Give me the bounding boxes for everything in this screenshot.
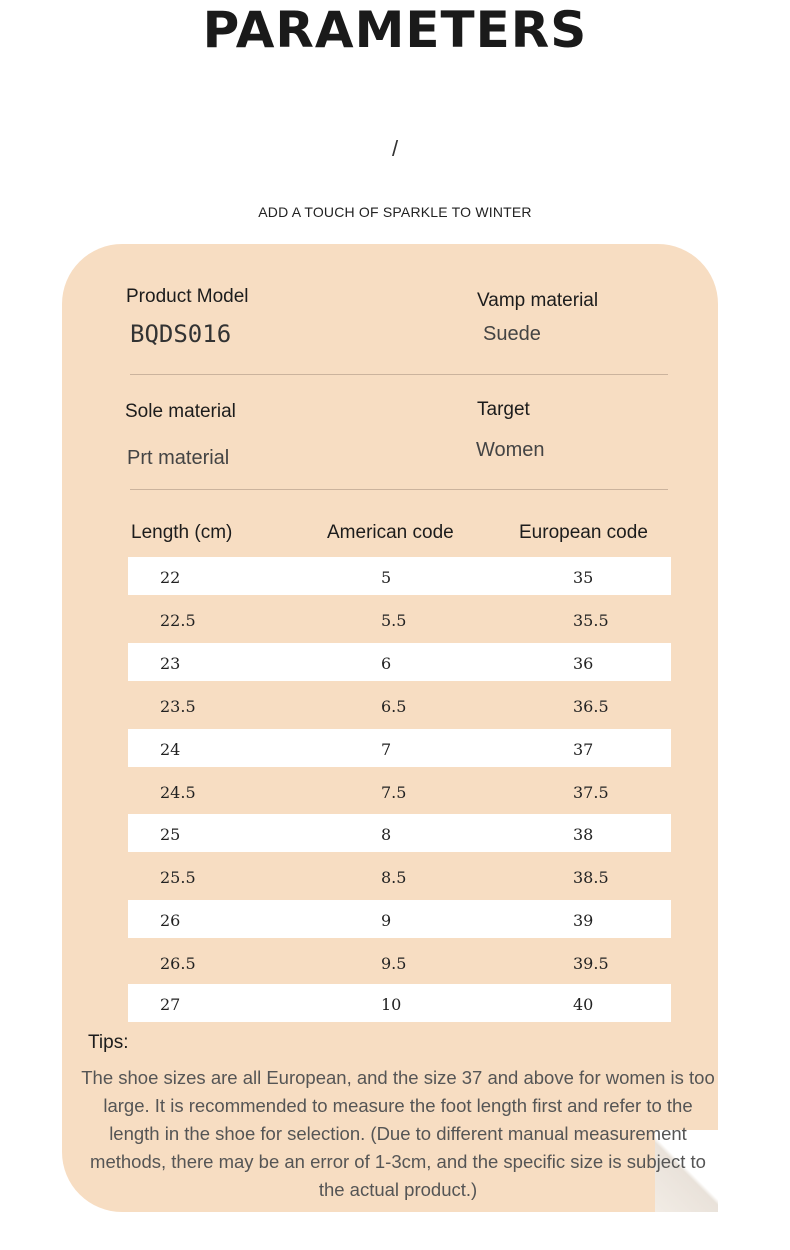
table-row: 26 9 39 bbox=[128, 900, 671, 938]
european-code-cell: 39.5 bbox=[573, 954, 609, 973]
american-code-cell: 10 bbox=[381, 995, 402, 1014]
vamp-material-value: Suede bbox=[483, 323, 541, 345]
length-cell: 26 bbox=[160, 911, 181, 930]
column-header-length: Length (cm) bbox=[131, 522, 233, 543]
table-row: 25.5 8.5 38.5 bbox=[128, 857, 671, 895]
european-code-cell: 38.5 bbox=[573, 868, 609, 887]
length-cell: 23 bbox=[160, 654, 181, 673]
american-code-cell: 5.5 bbox=[381, 611, 407, 630]
table-row: 22 5 35 bbox=[128, 557, 671, 595]
sole-material-value: Prt material bbox=[127, 447, 230, 469]
european-code-cell: 35 bbox=[573, 568, 594, 587]
american-code-cell: 9.5 bbox=[381, 954, 407, 973]
parameters-card bbox=[62, 244, 718, 1212]
tips-text: The shoe sizes are all European, and the… bbox=[81, 1067, 715, 1200]
column-header-american: American code bbox=[327, 522, 454, 543]
target-label: Target bbox=[477, 399, 530, 420]
length-cell: 24.5 bbox=[160, 783, 196, 802]
european-code-cell: 37.5 bbox=[573, 783, 609, 802]
page-title: PARAMETERS bbox=[202, 1, 588, 59]
table-row: 24.5 7.5 37.5 bbox=[128, 772, 671, 810]
target-value: Women bbox=[476, 439, 545, 461]
american-code-cell: 5 bbox=[381, 568, 392, 587]
table-row: 23.5 6.5 36.5 bbox=[128, 686, 671, 724]
table-row: 23 6 36 bbox=[128, 643, 671, 681]
product-model-value: BQDS016 bbox=[130, 320, 232, 348]
european-code-cell: 36.5 bbox=[573, 697, 609, 716]
product-model-label: Product Model bbox=[126, 286, 249, 307]
american-code-cell: 6.5 bbox=[381, 697, 407, 716]
table-row: 25 8 38 bbox=[128, 814, 671, 852]
european-code-cell: 39 bbox=[573, 911, 594, 930]
sole-material-label: Sole material bbox=[125, 401, 236, 422]
length-cell: 25.5 bbox=[160, 868, 196, 887]
tagline: ADD A TOUCH OF SPARKLE TO WINTER bbox=[258, 204, 532, 220]
divider-rule bbox=[130, 489, 668, 490]
length-cell: 27 bbox=[160, 995, 181, 1014]
american-code-cell: 6 bbox=[381, 654, 392, 673]
column-header-european: European code bbox=[519, 522, 648, 543]
table-row: 22.5 5.5 35.5 bbox=[128, 600, 671, 638]
american-code-cell: 7.5 bbox=[381, 783, 407, 802]
american-code-cell: 9 bbox=[381, 911, 392, 930]
length-cell: 26.5 bbox=[160, 954, 196, 973]
title-divider: / bbox=[391, 136, 399, 161]
length-cell: 22 bbox=[160, 568, 181, 587]
tips-label: Tips: bbox=[88, 1032, 129, 1053]
european-code-cell: 37 bbox=[573, 740, 594, 759]
vamp-material-label: Vamp material bbox=[477, 290, 599, 311]
table-row: 24 7 37 bbox=[128, 729, 671, 767]
european-code-cell: 38 bbox=[573, 825, 594, 844]
table-row: 26.5 9.5 39.5 bbox=[128, 943, 671, 981]
card-page-curl bbox=[655, 1130, 718, 1212]
divider-rule bbox=[130, 374, 668, 375]
american-code-cell: 8.5 bbox=[381, 868, 407, 887]
american-code-cell: 8 bbox=[381, 825, 392, 844]
length-cell: 24 bbox=[160, 740, 181, 759]
length-cell: 25 bbox=[160, 825, 181, 844]
european-code-cell: 40 bbox=[573, 995, 594, 1014]
length-cell: 23.5 bbox=[160, 697, 196, 716]
european-code-cell: 36 bbox=[573, 654, 594, 673]
length-cell: 22.5 bbox=[160, 611, 196, 630]
european-code-cell: 35.5 bbox=[573, 611, 609, 630]
american-code-cell: 7 bbox=[381, 740, 392, 759]
table-row: 27 10 40 bbox=[128, 984, 671, 1022]
